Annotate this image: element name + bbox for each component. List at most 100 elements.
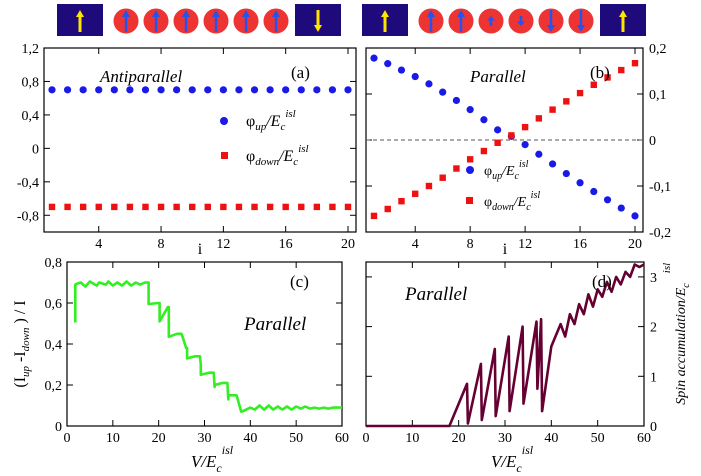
panel-d-ylabel-sup: isl xyxy=(661,263,673,273)
data-point-down xyxy=(480,147,488,155)
x-tick-label: 4 xyxy=(412,237,419,252)
data-point-down xyxy=(535,115,543,122)
y-tick-label: 2 xyxy=(650,321,657,336)
data-point-down xyxy=(251,203,258,211)
data-point-down xyxy=(313,203,321,211)
schematic-right-spin-arrow-icon xyxy=(517,16,525,26)
y-tick-label: -0,4 xyxy=(17,176,39,191)
data-point-down xyxy=(344,203,352,211)
panel-c: 0 10 20 30 40 50 600,80,60,40,20 Parallel (c) … xyxy=(12,256,349,475)
data-point-up xyxy=(439,88,447,96)
data-point-up xyxy=(562,169,570,178)
data-point-down xyxy=(618,66,625,74)
data-point-down xyxy=(64,203,71,211)
data-point-up xyxy=(63,86,72,94)
panel-a: 4 8 12 16 201,20,80,40-0,4-0,8 Antiparallel … xyxy=(17,42,357,258)
x-tick-label: 20 xyxy=(152,431,166,446)
schematic-left-spin-arrow-icon xyxy=(152,10,160,32)
data-point-down xyxy=(384,205,391,213)
data-point-down xyxy=(453,165,460,172)
data-point-up xyxy=(344,86,352,94)
y-tick-label: 0,6 xyxy=(45,297,63,312)
data-point-down xyxy=(508,132,515,139)
data-line-c xyxy=(74,280,342,413)
x-tick-label: 10 xyxy=(405,431,419,446)
y-tick-label: 0 xyxy=(649,134,656,149)
data-point-down xyxy=(604,74,611,81)
panel-b-xlabel: i xyxy=(503,241,508,258)
x-tick-label: 50 xyxy=(289,431,303,446)
legend-b-up-label: φup/Ecisl xyxy=(484,159,529,182)
schematic-left-spin-arrow-icon xyxy=(122,10,130,32)
data-point-down xyxy=(157,203,165,211)
data-point-down xyxy=(173,203,180,211)
data-point-up xyxy=(48,86,56,94)
data-point-down xyxy=(126,203,134,211)
x-tick-label: 30 xyxy=(498,431,512,446)
x-tick-label: 30 xyxy=(198,431,212,446)
data-point-up xyxy=(173,86,181,94)
panel-a-xlabel: i xyxy=(198,241,203,258)
y-tick-label: 0,8 xyxy=(22,75,40,90)
data-point-down xyxy=(48,203,56,211)
schematic-right-spin-arrow-icon xyxy=(427,10,435,32)
y-tick-label: 0,2 xyxy=(649,42,667,57)
data-point-up xyxy=(480,116,488,124)
data-point-down xyxy=(466,156,474,163)
x-tick-label: 0 xyxy=(363,431,370,446)
schematic-left-lead-right-arrow-icon xyxy=(314,10,322,32)
x-tick-label: 16 xyxy=(573,237,587,252)
data-point-up xyxy=(603,196,612,204)
data-point-up xyxy=(157,86,165,94)
data-point-up xyxy=(494,126,502,134)
x-tick-label: 20 xyxy=(628,237,642,252)
x-tick-label: 40 xyxy=(544,431,558,446)
data-point-down xyxy=(439,174,446,181)
data-point-down xyxy=(370,212,378,220)
plot-frame-a xyxy=(43,47,357,233)
schematic-left-spin-arrow-icon xyxy=(212,10,220,32)
y-tick-label: 0,4 xyxy=(45,338,63,353)
legend-b-down-marker xyxy=(466,197,473,204)
legend-down-marker xyxy=(221,152,228,159)
data-point-down xyxy=(266,203,274,211)
data-point-up xyxy=(617,204,625,212)
schematic-left-spin-arrow-icon xyxy=(242,10,250,32)
data-point-up xyxy=(79,86,87,94)
data-point-up xyxy=(250,86,259,94)
schematic-right-spin-arrow-icon xyxy=(487,16,495,26)
legend-up-marker xyxy=(220,117,228,125)
data-point-up xyxy=(141,86,150,94)
data-point-up xyxy=(282,86,290,94)
y-tick-label: 0 xyxy=(650,420,657,435)
data-point-down xyxy=(95,203,102,211)
x-tick-label: 4 xyxy=(95,237,102,252)
x-tick-label: 8 xyxy=(158,237,165,252)
panel-d-ylabel: Spin accumulation/Ec xyxy=(674,283,692,405)
y-tick-label: 0,4 xyxy=(22,109,40,124)
x-tick-label: 60 xyxy=(637,431,651,446)
data-point-up xyxy=(110,86,118,94)
legend-b-down-label: φdown/Ecisl xyxy=(484,190,540,213)
data-point-down xyxy=(576,89,584,97)
panel-b-title: Parallel xyxy=(469,67,526,86)
schematic-right-lead-left-arrow-icon xyxy=(381,10,389,32)
data-point-up xyxy=(548,160,557,168)
y-tick-label: 1,2 xyxy=(22,42,40,57)
schematic-right-spin-arrow-icon xyxy=(457,10,465,32)
x-tick-label: 12 xyxy=(518,237,532,252)
data-point-down xyxy=(111,203,118,211)
data-point-down xyxy=(590,81,597,88)
data-point-up xyxy=(466,106,474,114)
data-point-down xyxy=(142,203,149,211)
data-point-up xyxy=(219,86,227,94)
y-tick-label: -0,2 xyxy=(649,226,671,241)
schematic-left-spin-arrow-icon xyxy=(272,10,280,32)
panel-a-tag: (a) xyxy=(291,63,310,82)
data-point-up xyxy=(126,86,134,94)
data-point-up xyxy=(95,86,103,94)
data-line-d xyxy=(366,263,645,428)
data-point-up xyxy=(188,86,196,94)
